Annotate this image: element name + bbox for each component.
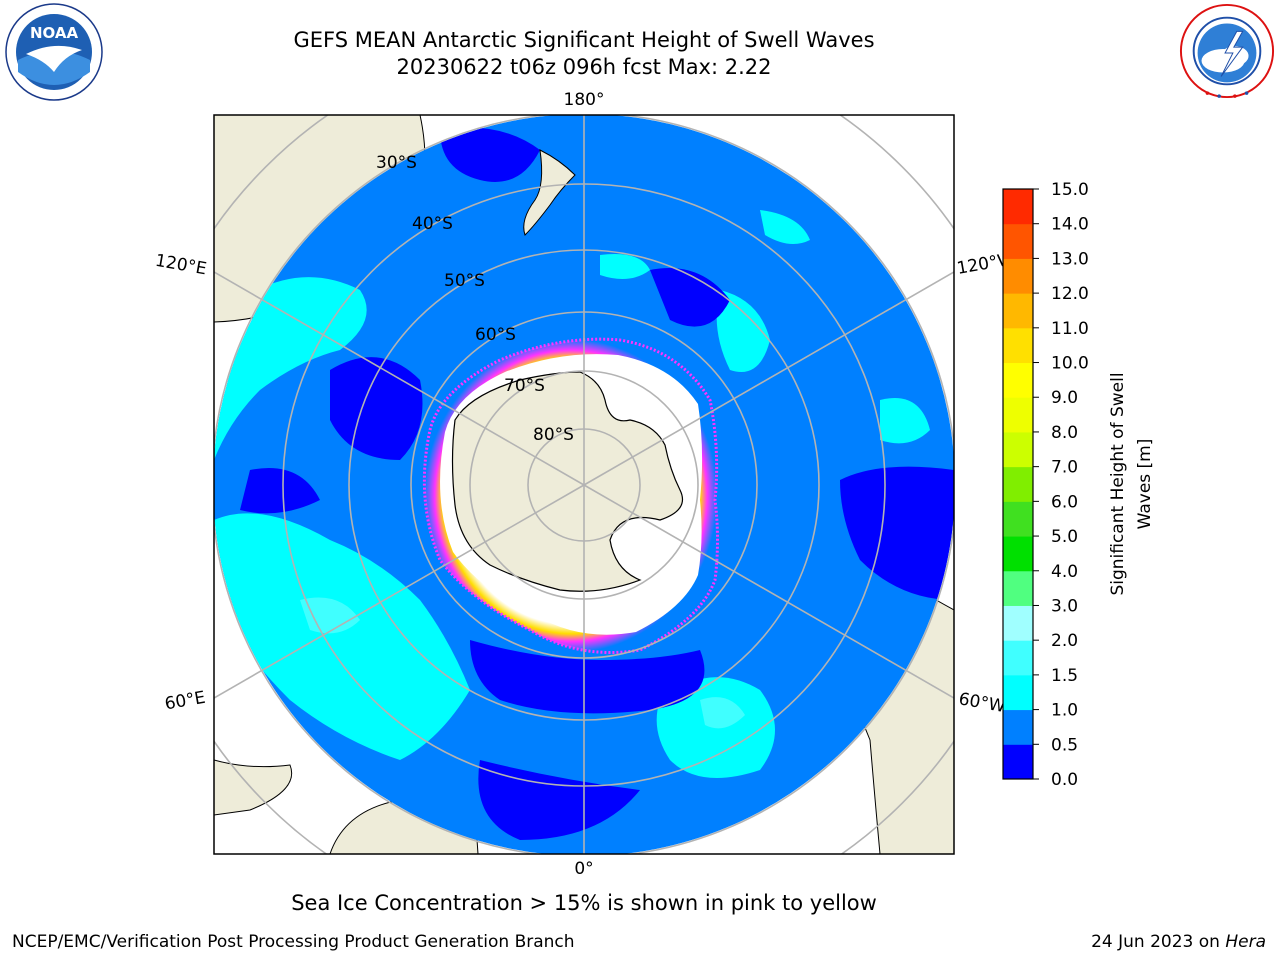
colorbar-tick-label: 9.0 bbox=[1051, 388, 1078, 408]
graticule bbox=[214, 115, 954, 854]
colorbar-tick-label: 6.0 bbox=[1051, 492, 1078, 512]
footer-host: Hera bbox=[1225, 932, 1266, 952]
colorbar-segment bbox=[1003, 709, 1033, 745]
colorbar-segment bbox=[1003, 744, 1033, 780]
colorbar-segment bbox=[1003, 501, 1033, 537]
noaa-logo-icon: NOAA bbox=[5, 3, 103, 101]
colorbar-tick-label: 13.0 bbox=[1051, 249, 1089, 269]
colorbar-segment bbox=[1003, 397, 1033, 433]
colorbar-segment bbox=[1003, 223, 1033, 259]
lat-label-80s: 80°S bbox=[533, 425, 574, 445]
colorbar-segment bbox=[1003, 293, 1033, 329]
plot-subtitle: 20230622 t06z 096h fcst Max: 2.22 bbox=[396, 55, 772, 79]
colorbar-tick-label: 1.5 bbox=[1051, 666, 1078, 686]
colorbar-tick-label: 12.0 bbox=[1051, 284, 1089, 304]
colorbar-segment bbox=[1003, 674, 1033, 711]
colorbar-segment bbox=[1003, 431, 1033, 468]
colorbar-label-line2: Waves [m] bbox=[1135, 439, 1155, 530]
colorbar-tick-label: 5.0 bbox=[1051, 527, 1078, 547]
footer-credit: NCEP/EMC/Verification Post Processing Pr… bbox=[12, 932, 575, 952]
nws-logo-icon bbox=[1179, 3, 1275, 99]
colorbar-segment bbox=[1003, 327, 1033, 364]
lat-label-40s: 40°S bbox=[412, 214, 453, 234]
lat-label-60s: 60°S bbox=[475, 325, 516, 345]
lat-label-30s: 30°S bbox=[376, 153, 417, 173]
map-frame bbox=[213, 114, 955, 855]
colorbar-segment bbox=[1003, 258, 1033, 294]
colorbar-segment bbox=[1003, 189, 1033, 225]
lon-label-180: 180° bbox=[564, 90, 605, 110]
lon-label-0: 0° bbox=[574, 859, 593, 879]
colorbar-tick-label: 15.0 bbox=[1051, 180, 1089, 200]
colorbar-tick-label: 7.0 bbox=[1051, 458, 1078, 478]
colorbar-tick-label: 0.5 bbox=[1051, 735, 1078, 755]
colorbar-segment bbox=[1003, 570, 1033, 606]
colorbar-segment bbox=[1003, 605, 1033, 641]
footer-date-text: 24 Jun 2023 on bbox=[1091, 932, 1226, 952]
colorbar-tick-label: 14.0 bbox=[1051, 215, 1089, 235]
colorbar-tick-label: 4.0 bbox=[1051, 562, 1078, 582]
colorbar-frame bbox=[1002, 188, 1034, 780]
footer-date: 24 Jun 2023 on Hera bbox=[1091, 932, 1266, 952]
colorbar-tick-label: 10.0 bbox=[1051, 354, 1089, 374]
colorbar-tick-label: 1.0 bbox=[1051, 701, 1078, 721]
colorbar-tick-label: 8.0 bbox=[1051, 423, 1078, 443]
colorbar-segment bbox=[1003, 640, 1033, 676]
sea-ice-footnote: Sea Ice Concentration > 15% is shown in … bbox=[291, 891, 877, 915]
colorbar-segment bbox=[1003, 466, 1033, 502]
colorbar-label-line1: Significant Height of Swell bbox=[1108, 372, 1128, 595]
colorbar-segment bbox=[1003, 536, 1033, 572]
noaa-logo-text: NOAA bbox=[30, 24, 79, 42]
colorbar-segment bbox=[1003, 362, 1033, 398]
new-zealand bbox=[523, 149, 576, 236]
lat-label-50s: 50°S bbox=[444, 271, 485, 291]
colorbar-tick-label: 2.0 bbox=[1051, 631, 1078, 651]
lat-label-70s: 70°S bbox=[504, 376, 545, 396]
colorbar-tick-label: 3.0 bbox=[1051, 596, 1078, 616]
colorbar-tick-label: 0.0 bbox=[1051, 770, 1078, 790]
colorbar-tick-label: 11.0 bbox=[1051, 319, 1089, 339]
plot-title: GEFS MEAN Antarctic Significant Height o… bbox=[293, 28, 875, 52]
